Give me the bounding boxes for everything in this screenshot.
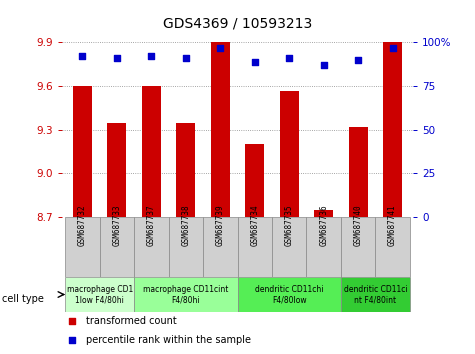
Point [354, 57, 362, 63]
Point [389, 45, 396, 51]
Text: GSM687741: GSM687741 [388, 204, 397, 246]
Bar [142, 86, 161, 217]
Bar [238, 277, 341, 312]
Point [285, 55, 293, 61]
Text: GSM687739: GSM687739 [216, 204, 225, 246]
Text: GSM687734: GSM687734 [250, 204, 259, 246]
Bar [341, 217, 375, 277]
Text: transformed count: transformed count [86, 316, 177, 326]
Text: percentile rank within the sample: percentile rank within the sample [86, 335, 251, 345]
Text: GDS4369 / 10593213: GDS4369 / 10593213 [163, 16, 312, 30]
Point [330, 263, 337, 269]
Text: cell type: cell type [2, 294, 44, 304]
Bar [272, 217, 306, 277]
Text: dendritic CD11ci
nt F4/80int: dendritic CD11ci nt F4/80int [343, 285, 407, 304]
Point [217, 45, 224, 51]
Text: GSM687740: GSM687740 [353, 204, 362, 246]
Point [79, 53, 86, 59]
Bar [134, 277, 238, 312]
Bar [280, 91, 299, 217]
Point [113, 55, 121, 61]
Bar [100, 217, 134, 277]
Point [330, 88, 337, 94]
Bar [238, 217, 272, 277]
Text: GSM687732: GSM687732 [78, 204, 87, 246]
Text: macrophage CD11cint
F4/80hi: macrophage CD11cint F4/80hi [143, 285, 228, 304]
Text: dendritic CD11chi
F4/80low: dendritic CD11chi F4/80low [255, 285, 323, 304]
Bar [73, 86, 92, 217]
Point [148, 53, 155, 59]
Bar [169, 217, 203, 277]
Text: GSM687738: GSM687738 [181, 204, 190, 246]
Text: GSM687737: GSM687737 [147, 204, 156, 246]
Point [320, 62, 327, 68]
Bar [134, 217, 169, 277]
Text: GSM687735: GSM687735 [285, 204, 294, 246]
Text: GSM687736: GSM687736 [319, 204, 328, 246]
Bar [107, 122, 126, 217]
Point [251, 59, 258, 64]
Bar [349, 127, 368, 217]
Text: macrophage CD1
1low F4/80hi: macrophage CD1 1low F4/80hi [66, 285, 133, 304]
Bar [65, 217, 100, 277]
Bar [314, 210, 333, 217]
Bar [341, 277, 410, 312]
Bar [211, 42, 230, 217]
Bar [383, 42, 402, 217]
Bar [65, 277, 134, 312]
Bar [306, 217, 341, 277]
Bar [375, 217, 410, 277]
Point [182, 55, 190, 61]
Bar [176, 122, 195, 217]
Bar [203, 217, 238, 277]
Text: GSM687733: GSM687733 [113, 204, 122, 246]
Bar [245, 144, 264, 217]
